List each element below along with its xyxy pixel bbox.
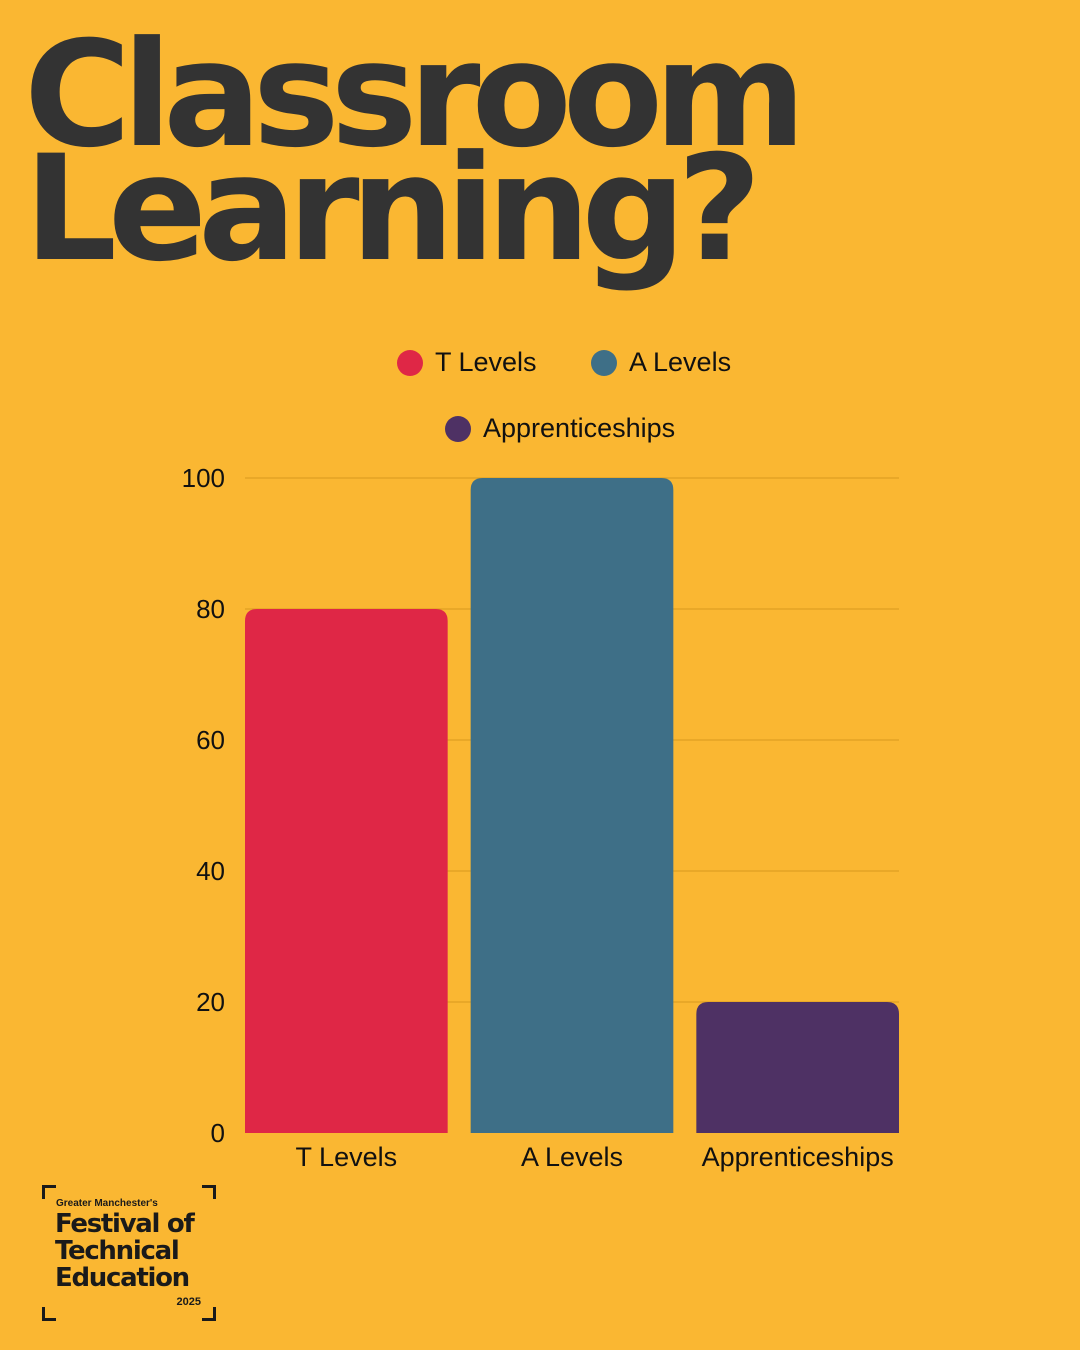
bar <box>245 609 448 1133</box>
legend-dot-apprenticeships <box>445 415 471 442</box>
logo-wordmark: Festival of Technical Education <box>55 1209 195 1293</box>
title-line-2: Learning? <box>24 124 762 294</box>
bar <box>696 1002 899 1133</box>
legend-label-apprenticeships: Apprenticeships <box>483 413 676 443</box>
y-tick-label: 20 <box>196 987 225 1017</box>
festival-logo: Greater Manchester's Festival of Technic… <box>42 1185 216 1321</box>
y-tick-label: 40 <box>196 856 225 886</box>
x-tick-label: T Levels <box>296 1142 398 1172</box>
x-tick-label: Apprenticeships <box>702 1142 894 1172</box>
legend-item-a-levels: A Levels <box>591 347 731 378</box>
logo-line-1: Festival of <box>55 1209 195 1239</box>
legend-label-a-levels: A Levels <box>629 347 732 377</box>
y-tick-label: 100 <box>182 463 225 493</box>
logo-subtitle: Greater Manchester's <box>56 1198 158 1209</box>
logo-line-2: Technical <box>55 1236 180 1266</box>
logo-corner <box>202 1307 216 1321</box>
logo-corner <box>42 1307 56 1321</box>
y-tick-label: 80 <box>196 594 225 624</box>
y-tick-label: 0 <box>211 1118 225 1148</box>
legend-item-t-levels: T Levels <box>397 347 537 378</box>
legend-item-apprenticeships: Apprenticeships <box>445 413 675 444</box>
legend-label-t-levels: T Levels <box>435 347 537 377</box>
x-tick-label: A Levels <box>521 1142 623 1172</box>
legend-dot-t-levels <box>397 349 423 376</box>
logo-corner <box>202 1185 216 1199</box>
y-tick-label: 60 <box>196 725 225 755</box>
page-title: Classroom Learning? <box>24 10 806 294</box>
bar <box>470 478 674 1133</box>
legend-dot-a-levels <box>591 349 617 376</box>
logo-line-3: Education <box>55 1263 190 1293</box>
logo-year: 2025 <box>176 1296 201 1308</box>
title-line-1: Classroom <box>24 10 806 180</box>
logo-corner <box>42 1185 56 1199</box>
